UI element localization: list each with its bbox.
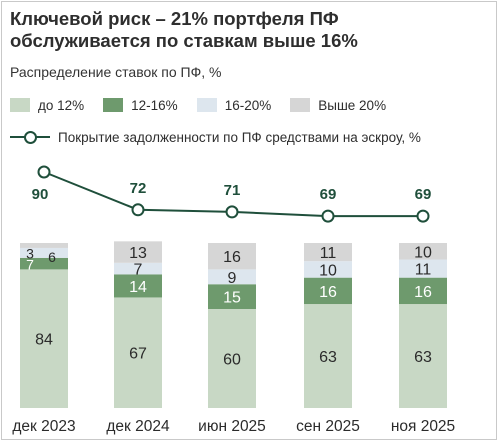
line-point [37, 165, 51, 179]
legend-label-12-16: 12-16% [131, 97, 178, 113]
legend-swatch-16-20 [196, 98, 217, 112]
x-tick-label: дек 2023 [12, 418, 75, 435]
bar-value-label: 60 [223, 352, 241, 369]
bar-value-label: 7 [26, 257, 34, 273]
bar-value-label: 15 [223, 290, 241, 307]
line-value-label: 69 [415, 186, 432, 203]
legend-line: Покрытие задолженности по ПФ средствами … [10, 127, 440, 147]
legend-item-above-20: Выше 20% [290, 98, 386, 113]
bar-segment [208, 309, 256, 408]
line-value-label: 69 [320, 186, 337, 203]
bar-value-label: 63 [414, 349, 432, 366]
bar-segment [399, 277, 447, 305]
bar-segment [304, 261, 352, 278]
bar-value-label: 10 [414, 244, 432, 261]
legend-item-12-16: 12-16% [103, 98, 178, 113]
line-point [416, 209, 430, 223]
legend-label-above-20: Выше 20% [318, 97, 387, 113]
bar-value-label: 14 [129, 279, 147, 296]
bar-value-label: 16 [414, 284, 432, 301]
bar-value-label: 6 [48, 249, 56, 265]
bar-segment [304, 243, 352, 262]
bar-value-label: 16 [319, 284, 337, 301]
bar-segment [208, 243, 256, 270]
legend-swatch-12-16 [103, 98, 124, 112]
bar-segment [114, 297, 162, 408]
bar-segment [20, 269, 68, 408]
bar-segment [304, 304, 352, 408]
bar-value-label: 11 [320, 245, 337, 262]
x-tick-label: сен 2025 [296, 418, 360, 435]
bar-segment [114, 274, 162, 298]
bar-segment [399, 259, 447, 278]
chart-title: Ключевой риск – 21% портфеля ПФ обслужив… [10, 8, 358, 51]
line-point [225, 205, 239, 219]
bar-value-label: 10 [319, 262, 337, 279]
bar-value-label: 84 [35, 332, 53, 349]
legend-swatch-escrow-coverage [10, 130, 50, 144]
legend-swatch-above-20 [290, 98, 311, 112]
legend-label-16-20: 16-20% [224, 97, 272, 113]
bar-segment [114, 241, 162, 263]
legend-label-up-to-12: до 12% [38, 97, 85, 113]
bar-segment [20, 243, 68, 248]
bar-value-label: 63 [319, 349, 337, 366]
line-value-label: 71 [224, 182, 241, 199]
x-tick-label: ноя 2025 [391, 418, 455, 435]
bar-value-label: 67 [129, 346, 147, 363]
bar-value-label: 3 [26, 245, 34, 261]
legend-swatch-up-to-12 [10, 98, 30, 112]
bar-segment [208, 284, 256, 309]
legend-item-escrow-coverage: Покрытие задолженности по ПФ средствами … [10, 130, 421, 145]
legend-bars: до 12% 12-16% 16-20% Выше 20% [10, 95, 405, 115]
chart-subtitle: Распределение ставок по ПФ, % [10, 64, 222, 80]
legend-label-escrow-coverage: Покрытие задолженности по ПФ средствами … [58, 129, 421, 145]
bar-segment [114, 262, 162, 275]
bar-value-label: 11 [415, 262, 432, 279]
line-point [131, 203, 145, 217]
line-point [321, 209, 335, 223]
bar-segment [208, 269, 256, 285]
bar-value-label: 16 [223, 249, 241, 266]
legend-item-up-to-12: до 12% [10, 98, 84, 113]
x-tick-label: дек 2024 [106, 418, 170, 435]
bar-segment [399, 304, 447, 408]
line-value-label: 90 [32, 186, 49, 203]
bar-value-label: 7 [134, 262, 143, 279]
bar-segment [304, 277, 352, 305]
bar-segment [20, 247, 68, 258]
bar-value-label: 13 [129, 245, 147, 262]
line-value-label: 72 [130, 180, 147, 197]
x-tick-label: июн 2025 [198, 418, 266, 435]
bar-segment [20, 257, 68, 270]
legend-item-16-20: 16-20% [196, 97, 272, 113]
bar-segment [399, 243, 447, 260]
bar-value-label: 9 [228, 270, 237, 287]
